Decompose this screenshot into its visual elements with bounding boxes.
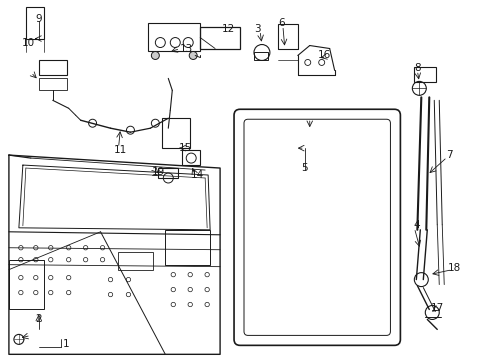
Bar — [9, 260, 44, 310]
Circle shape — [189, 51, 197, 59]
Bar — [182, 150, 200, 165]
Text: 7: 7 — [445, 150, 451, 160]
Text: 18: 18 — [447, 263, 460, 273]
Bar — [39, 60, 66, 75]
Bar — [39, 78, 66, 90]
Text: 17: 17 — [430, 302, 443, 312]
Bar — [277, 24, 297, 49]
Text: 8: 8 — [413, 63, 420, 73]
Text: 4: 4 — [412, 220, 419, 230]
Text: 15: 15 — [178, 143, 191, 153]
Bar — [162, 118, 190, 148]
Text: 6: 6 — [278, 18, 285, 28]
Text: 1: 1 — [62, 339, 69, 349]
Circle shape — [151, 51, 159, 59]
Bar — [253, 53, 267, 60]
Bar — [158, 168, 178, 178]
Bar — [200, 27, 240, 49]
Bar — [165, 230, 210, 265]
Text: 9: 9 — [36, 14, 42, 24]
Text: 10: 10 — [22, 37, 35, 48]
Text: 11: 11 — [114, 145, 127, 155]
Text: 5: 5 — [301, 163, 307, 173]
Text: 3: 3 — [254, 24, 261, 33]
Text: 16: 16 — [317, 50, 331, 60]
Text: 2: 2 — [36, 314, 42, 324]
Bar — [148, 23, 200, 50]
Text: 14: 14 — [190, 170, 203, 180]
Bar — [118, 252, 153, 270]
Bar — [413, 67, 435, 82]
Text: 12: 12 — [221, 24, 234, 33]
Text: 19: 19 — [151, 167, 164, 177]
Text: 13: 13 — [179, 44, 192, 54]
Bar — [26, 7, 44, 39]
